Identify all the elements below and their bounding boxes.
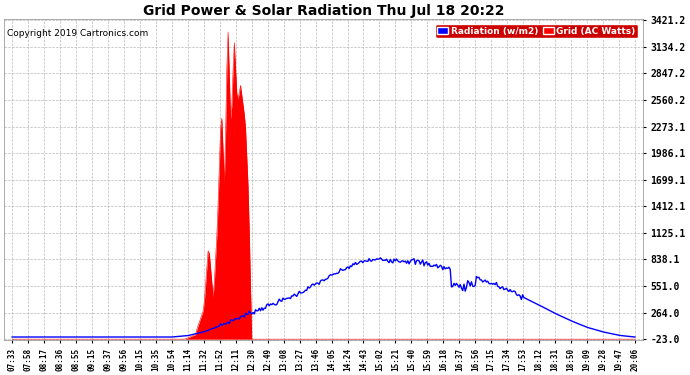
Title: Grid Power & Solar Radiation Thu Jul 18 20:22: Grid Power & Solar Radiation Thu Jul 18 … xyxy=(143,4,504,18)
Legend: Radiation (w/m2), Grid (AC Watts): Radiation (w/m2), Grid (AC Watts) xyxy=(435,24,638,38)
Text: Copyright 2019 Cartronics.com: Copyright 2019 Cartronics.com xyxy=(8,29,148,38)
